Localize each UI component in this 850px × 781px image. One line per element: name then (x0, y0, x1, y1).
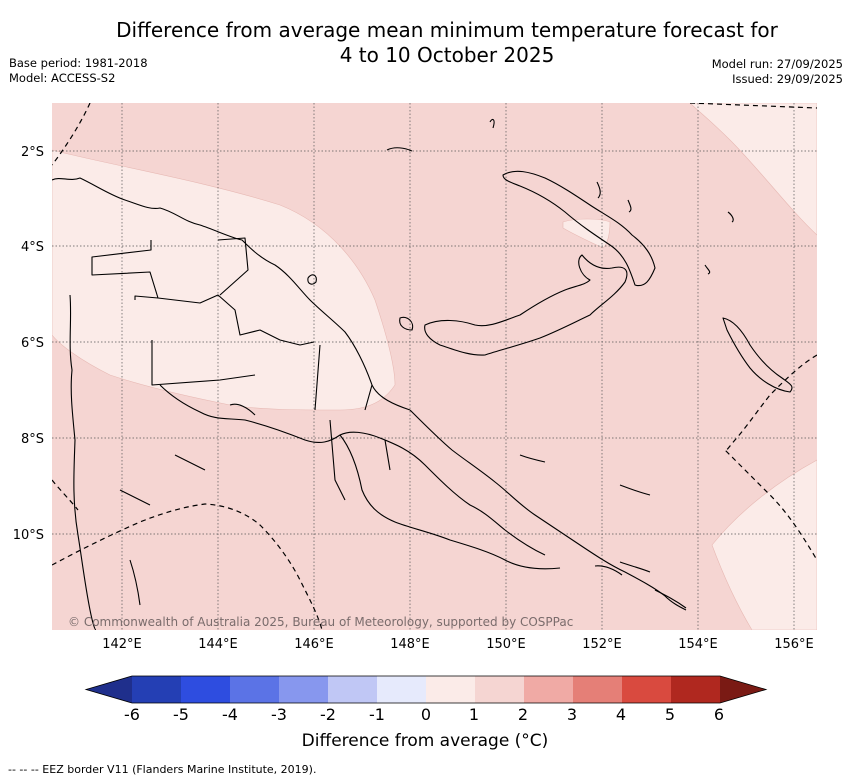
colorbar-tick-label: -3 (271, 705, 287, 724)
colorbar-swatch (573, 676, 623, 703)
lat-label: 8°S (21, 432, 44, 447)
colorbar-swatch (475, 676, 525, 703)
eez-east (724, 354, 817, 561)
latitude-labels: 2°S 4°S 6°S 8°S 10°S (13, 145, 44, 543)
lon-label: 146°E (294, 637, 334, 652)
colorbar-title: Difference from average (°C) (301, 731, 549, 751)
new-guinea-south-coast (69, 294, 97, 630)
anomaly-region-northeast (689, 103, 817, 236)
torres-strait-islands (119, 454, 206, 606)
lon-label: 152°E (582, 637, 622, 652)
coastlines (52, 118, 793, 630)
map-area: © Commonwealth of Australia 2025, Bureau… (52, 103, 817, 630)
colorbar-tick-labels: -6 -5 -4 -3 -2 -1 0 1 2 3 4 5 6 (124, 705, 724, 724)
lat-label: 6°S (21, 336, 44, 351)
border-png-indonesia (91, 240, 315, 346)
graticule (52, 103, 817, 630)
colorbar-tick-label: -5 (173, 705, 189, 724)
southern-new-guinea-coast (339, 434, 561, 570)
trobriand-islands (519, 454, 651, 496)
colorbar-tick-label: 2 (518, 705, 528, 724)
new-ireland (502, 170, 656, 287)
longitude-labels: 142°E 144°E 146°E 148°E 150°E 152°E 154°… (102, 637, 814, 652)
model-name: Model: ACCESS-S2 (9, 71, 116, 85)
colorbar-tick-label: -1 (369, 705, 385, 724)
colorbar-swatch (328, 676, 378, 703)
small-islands-5 (229, 403, 256, 416)
anomaly-region-southeast (711, 459, 817, 630)
eez-northeast (689, 103, 817, 109)
title-line-1: Difference from average mean minimum tem… (116, 18, 778, 42)
colorbar-tick-label: 6 (714, 705, 724, 724)
colorbar-tick-label: -6 (124, 705, 140, 724)
anomaly-region-west (52, 149, 396, 411)
colorbar-swatch (230, 676, 280, 703)
colorbar (84, 675, 768, 704)
colorbar-tick-label: -4 (222, 705, 238, 724)
colorbar-swatch (426, 676, 476, 703)
new-britain (424, 254, 628, 356)
colorbar-tick-label: 1 (469, 705, 479, 724)
lon-label: 150°E (486, 637, 526, 652)
colorbar-swatch (181, 676, 231, 703)
colorbar-arrow-low (86, 676, 132, 703)
manus-island (386, 118, 495, 152)
colorbar-swatch (279, 676, 329, 703)
issued-date: Issued: 29/09/2025 (732, 72, 843, 86)
lat-label: 10°S (13, 528, 44, 543)
colorbar-tick-label: 0 (421, 705, 431, 724)
eez-west-south (52, 479, 79, 511)
colorbar-swatch (377, 676, 427, 703)
base-period: Base period: 1981-2018 (9, 56, 148, 70)
meta-right: Model run: 27/09/2025 Issued: 29/09/2025 (712, 57, 843, 87)
small-islands-2 (399, 316, 414, 331)
meta-left: Base period: 1981-2018 Model: ACCESS-S2 (9, 56, 148, 86)
title-line-2: 4 to 10 October 2025 (339, 43, 555, 67)
colorbar-swatch (622, 676, 672, 703)
louisiade-islands (594, 561, 687, 609)
small-islands-3 (596, 181, 632, 213)
colorbar-swatch (132, 676, 182, 703)
colorbar-swatch (671, 676, 721, 703)
eez-footnote: -- -- -- EEZ border V11 (Flanders Marine… (8, 763, 317, 776)
lat-label: 2°S (21, 145, 44, 160)
colorbar-tick-label: -2 (320, 705, 336, 724)
small-islands-4 (704, 211, 734, 275)
colorbar-tick-label: 3 (567, 705, 577, 724)
lat-label: 4°S (21, 240, 44, 255)
anomaly-region-islet (562, 218, 611, 249)
inland-boundary (151, 237, 391, 501)
small-islands-1 (307, 274, 317, 285)
colorbar-tick-label: 4 (616, 705, 626, 724)
lon-label: 142°E (102, 637, 142, 652)
lon-label: 156°E (774, 637, 814, 652)
copyright-credit: © Commonwealth of Australia 2025, Bureau… (68, 615, 573, 629)
lon-label: 144°E (198, 637, 238, 652)
map-title: Difference from average mean minimum tem… (0, 18, 850, 68)
colorbar-outline (84, 675, 768, 704)
colorbar-arrow-high (720, 676, 766, 703)
colorbar-tick-label: 5 (665, 705, 675, 724)
lon-label: 154°E (678, 637, 718, 652)
eez-borders (52, 103, 817, 630)
colorbar-swatch (524, 676, 574, 703)
bougainville (722, 317, 793, 393)
new-guinea-north-coast (52, 177, 411, 411)
lon-label: 148°E (390, 637, 430, 652)
gulf-coast (159, 384, 546, 556)
eez-west-north (52, 103, 91, 166)
model-run: Model run: 27/09/2025 (711, 57, 843, 71)
